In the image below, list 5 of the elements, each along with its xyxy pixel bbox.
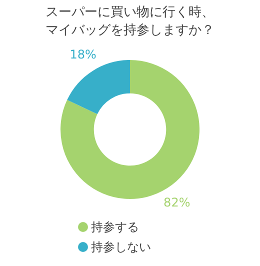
chart-title: スーパーに買い物に行く時、マイバッグを持参しますか？ bbox=[44, 4, 216, 40]
data-label: 82% bbox=[164, 196, 190, 210]
data-label: 18% bbox=[70, 48, 96, 62]
legend-label: 持参する bbox=[91, 218, 139, 236]
legend-label: 持参しない bbox=[91, 238, 151, 256]
